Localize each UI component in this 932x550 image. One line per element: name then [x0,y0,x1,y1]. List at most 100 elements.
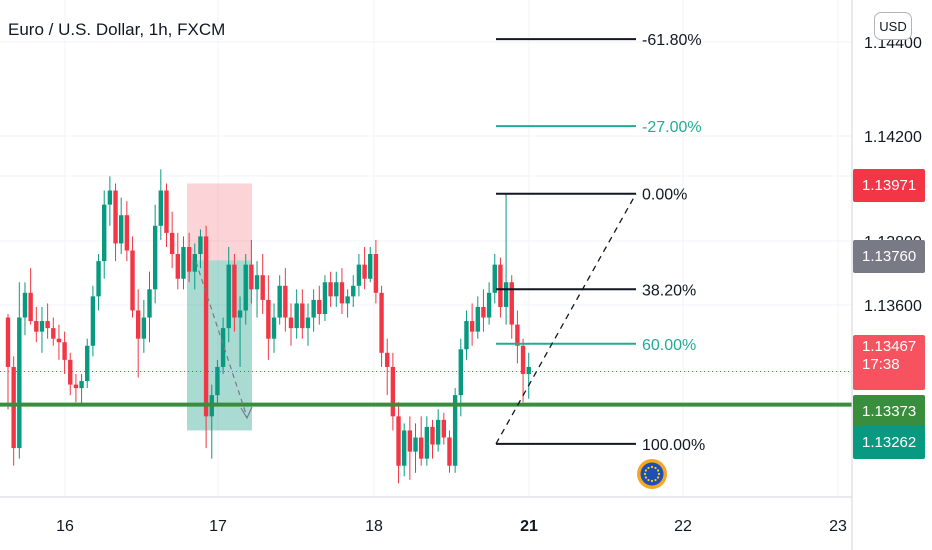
flag-star [657,472,661,476]
candle-body [215,366,220,396]
candle-body [481,306,486,318]
chart-grid [0,0,852,497]
candle-body [243,264,248,311]
candle-body [356,264,362,286]
candle-body [186,246,192,272]
candle-body [152,225,158,290]
candle-body [452,395,458,466]
candle-body [135,310,141,339]
candle-body [515,324,520,346]
candle-body [526,366,531,374]
time-axis-tick: 18 [365,518,383,535]
currency-button[interactable]: USD [874,12,912,40]
candle-body [147,289,152,318]
flag-star [650,465,654,469]
projection-arrow-head [240,406,253,420]
price-tag-swing: 1.13760 [853,240,925,273]
candle-body [158,190,164,226]
time-axis-tick: 17 [209,518,227,535]
candle-body [164,190,169,233]
drawings: -61.80% -27.00% 0.00% 38.20% 60.00% 100.00% [0,32,852,489]
candle-body [424,426,430,459]
candle-body [34,321,39,332]
candle-body [22,292,28,318]
price-tag-fib-bottom: 1.13262 [853,426,925,459]
economic-event-eu-flag-icon [637,459,667,489]
candle-body [396,416,401,466]
flag-star [644,476,648,479]
candle-body [237,310,243,318]
candle-body [68,359,73,385]
candle-body [345,296,350,304]
candle-body [503,282,509,307]
candle-body [402,430,407,466]
candle-body [169,232,175,255]
candle-body [379,292,384,353]
position-box [187,183,252,431]
candle-body [220,328,226,367]
candle-body [45,321,50,329]
candle-body [334,282,339,297]
candle-body [102,204,107,262]
candle-body [469,321,475,332]
price-axis-tick: 1.13600 [864,298,922,315]
candle-body [294,303,299,329]
candle-body [458,349,463,396]
candle-body [62,342,67,360]
candle-body [5,317,11,367]
candle-body [351,285,356,297]
candle-body [232,264,237,318]
candle-body [407,430,413,452]
candle-body [73,384,79,389]
candle-body [277,285,282,318]
bar-countdown: 17:38 [862,356,900,373]
candle-body [198,236,203,255]
candle-body [311,299,316,318]
candle-body [435,419,441,445]
candle-body [254,275,260,290]
candle-body [203,236,209,417]
candle-body [486,292,492,318]
candle-body [130,250,135,311]
candle-body [322,282,328,315]
price-tag-support: 1.13373 [853,395,925,428]
candle-body [418,437,424,459]
candle-body [90,296,96,346]
time-axis-tick: 23 [829,518,847,535]
flag-star [643,472,647,476]
flag-star [654,466,657,470]
candle-body [283,285,288,318]
fib-level-label: 38.20% [642,282,696,299]
candle-body [390,366,396,417]
flag-star [656,469,660,472]
candle-body [17,317,22,449]
time-axis-tick: 22 [674,518,692,535]
flag-star [656,476,660,479]
candle-body [305,317,311,329]
flag-star [650,479,654,483]
fib-level-label: -61.80% [642,32,702,49]
candles-series [5,169,531,484]
candle-body [226,264,231,329]
candle-body [328,282,333,297]
candle-body [430,426,435,445]
event-marker-fill [640,462,664,486]
chart-title: Euro / U.S. Dollar, 1h, FXCM [8,20,226,39]
candle-body [300,303,305,329]
fib-level-label: 100.00% [642,437,705,454]
candle-body [317,299,322,315]
candle-body [464,321,469,350]
candle-body [175,254,180,279]
candle-body [11,366,16,449]
fib-trend-line [495,193,637,445]
candle-body [96,261,101,297]
fib-level-label: 60.00% [642,337,696,354]
price-tag-fib-top: 1.13971 [853,169,925,202]
candle-body [509,282,514,325]
candle-body [413,437,418,452]
flag-star [647,478,650,482]
candle-body [192,254,197,272]
candle-body [498,264,503,307]
position-stop-zone [187,183,252,261]
